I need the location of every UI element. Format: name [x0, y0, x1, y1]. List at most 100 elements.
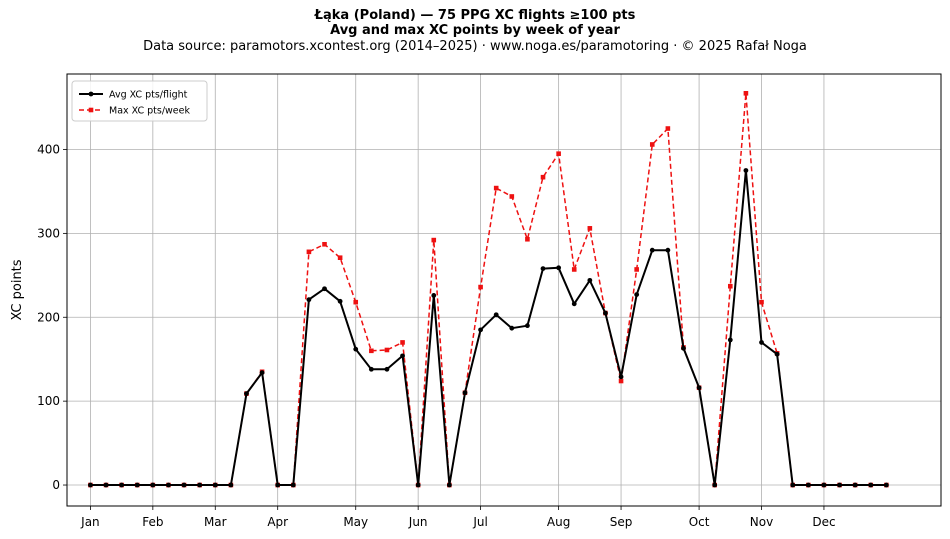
data-point-avg [493, 312, 499, 318]
data-point-avg [837, 482, 842, 488]
y-axis-label: XC points [10, 259, 25, 320]
data-point-max [478, 284, 483, 290]
data-point-avg [306, 297, 312, 303]
data-point-avg [883, 482, 889, 488]
data-point-max [306, 249, 312, 255]
x-tick-label: May [343, 515, 368, 529]
data-point-avg [384, 366, 390, 372]
data-point-avg [431, 293, 437, 298]
data-point-max [353, 299, 359, 305]
x-tick-label: Apr [267, 515, 288, 529]
data-point-avg [290, 482, 296, 488]
data-point-max [431, 237, 437, 243]
data-point-avg [275, 482, 281, 488]
x-tick-label: Aug [547, 515, 570, 529]
data-point-max [759, 299, 764, 305]
data-point-avg [634, 292, 640, 298]
x-tick-label: Oct [689, 515, 710, 529]
legend-marker [88, 91, 94, 97]
data-point-avg [259, 370, 265, 376]
x-tick-label: Mar [204, 515, 227, 529]
data-point-avg [681, 345, 686, 351]
data-point-max [540, 174, 546, 180]
data-point-avg [852, 482, 858, 488]
data-point-max [400, 340, 405, 345]
y-tick-label: 400 [37, 142, 60, 156]
data-point-avg [150, 482, 156, 488]
chart-titles: Łąka (Poland) — 75 PPG XC flights ≥100 p… [0, 8, 950, 56]
data-point-max [728, 283, 733, 289]
data-point-max [743, 90, 749, 96]
data-point-max [665, 126, 671, 131]
data-point-max [649, 142, 655, 147]
data-point-avg [525, 323, 530, 329]
data-point-avg [400, 353, 405, 359]
y-tick-label: 200 [37, 310, 60, 324]
x-tick-label: Sep [610, 515, 633, 529]
x-tick-label: Jun [408, 515, 428, 529]
data-point-avg [556, 265, 562, 271]
data-point-avg [821, 482, 827, 488]
data-point-max [322, 241, 327, 247]
data-point-avg [743, 168, 749, 173]
data-point-avg [88, 482, 93, 488]
y-tick-label: 100 [37, 394, 60, 408]
data-point-avg [727, 337, 733, 343]
data-point-avg [712, 482, 718, 488]
chart-title: Łąka (Poland) — 75 PPG XC flights ≥100 p… [314, 8, 636, 23]
grid-lines [67, 74, 941, 506]
data-point-avg [228, 482, 234, 488]
chart-subtitle: Avg and max XC points by week of year [330, 23, 620, 38]
plot-frame [66, 73, 942, 507]
data-point-avg [665, 247, 671, 253]
data-point-avg [415, 482, 421, 488]
data-point-max [587, 226, 593, 231]
data-point-max [525, 236, 530, 242]
data-point-avg [462, 390, 468, 396]
data-point-avg [540, 266, 546, 272]
x-tick-label: Dec [812, 515, 835, 529]
data-point-avg [509, 325, 515, 331]
legend-box [71, 80, 208, 122]
chart-source: Data source: paramotors.xcontest.org (20… [143, 39, 807, 54]
data-point-avg [134, 482, 140, 488]
data-point-max [493, 185, 499, 191]
x-axis-ticks: Jan Feb Mar Apr May Jun Jul Aug Sep Oct Nov Dec [80, 506, 836, 529]
x-tick-label: Jul [472, 515, 487, 529]
data-point-avg [696, 385, 702, 391]
data-point-max [509, 194, 515, 199]
series-line [90, 169, 887, 486]
data-point-avg [166, 482, 171, 488]
data-point-avg [353, 346, 359, 352]
series-layer [88, 90, 889, 488]
data-point-max [337, 255, 343, 261]
data-point-max [618, 378, 624, 384]
legend: Avg XC pts/flight Max XC pts/week [71, 80, 208, 122]
x-tick-label: Nov [750, 515, 773, 529]
data-point-max [369, 348, 374, 354]
data-point-avg [197, 482, 203, 488]
data-point-avg [103, 482, 109, 488]
data-point-avg [805, 482, 811, 488]
legend-label: Avg XC pts/flight [109, 90, 188, 101]
y-axis-ticks: 0 100 200 300 400 [37, 142, 67, 492]
data-point-avg [774, 351, 780, 357]
data-point-avg [446, 482, 452, 488]
data-point-max [634, 267, 639, 272]
y-tick-label: 300 [37, 226, 60, 240]
data-point-avg [603, 310, 608, 316]
data-point-avg [790, 482, 796, 488]
data-point-avg [181, 482, 187, 488]
series-line [90, 92, 887, 486]
y-tick-label: 0 [52, 478, 60, 492]
data-point-avg [571, 301, 577, 307]
data-point-avg [337, 298, 343, 304]
data-point-avg [322, 286, 327, 292]
data-point-avg [759, 340, 764, 345]
data-point-avg [649, 247, 655, 253]
data-point-max [571, 267, 577, 272]
data-point-avg [618, 374, 624, 380]
data-point-avg [587, 277, 593, 283]
legend-label: Max XC pts/week [109, 106, 190, 117]
